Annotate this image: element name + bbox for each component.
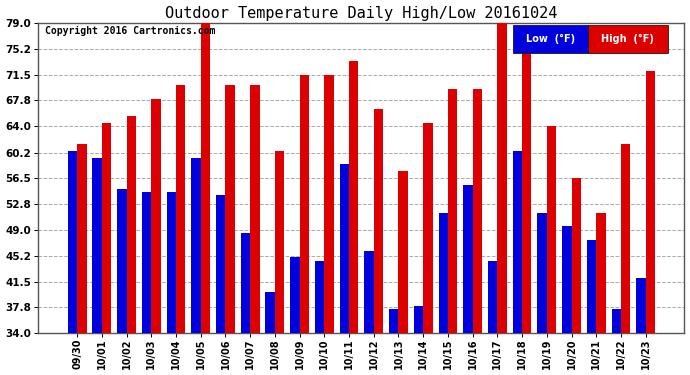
FancyBboxPatch shape	[513, 25, 587, 52]
Bar	[117, 189, 126, 333]
Bar	[473, 88, 482, 333]
Bar	[414, 306, 423, 333]
Bar	[488, 261, 497, 333]
Bar	[266, 292, 275, 333]
Bar	[324, 75, 334, 333]
Bar	[374, 109, 383, 333]
Bar	[126, 116, 136, 333]
Bar	[216, 195, 226, 333]
Bar	[389, 309, 399, 333]
Bar	[151, 99, 161, 333]
Bar	[423, 123, 433, 333]
Bar	[497, 16, 506, 333]
Bar	[596, 213, 606, 333]
Bar	[191, 158, 201, 333]
Bar	[275, 151, 284, 333]
Bar	[611, 309, 621, 333]
Bar	[636, 278, 646, 333]
Bar	[587, 240, 596, 333]
Bar	[399, 171, 408, 333]
Bar	[176, 85, 186, 333]
Text: Low  (°F): Low (°F)	[526, 34, 575, 44]
Bar	[102, 123, 111, 333]
Bar	[562, 226, 571, 333]
Bar	[522, 47, 531, 333]
Bar	[364, 251, 374, 333]
Bar	[463, 185, 473, 333]
Bar	[201, 23, 210, 333]
Bar	[621, 144, 631, 333]
Bar	[250, 85, 259, 333]
Bar	[68, 151, 77, 333]
Bar	[349, 61, 358, 333]
Bar	[546, 126, 556, 333]
Bar	[299, 75, 309, 333]
FancyBboxPatch shape	[587, 25, 669, 52]
Bar	[538, 213, 546, 333]
Bar	[166, 192, 176, 333]
Bar	[226, 85, 235, 333]
Bar	[315, 261, 324, 333]
Text: High  (°F): High (°F)	[602, 34, 654, 44]
Title: Outdoor Temperature Daily High/Low 20161024: Outdoor Temperature Daily High/Low 20161…	[165, 6, 558, 21]
Bar	[142, 192, 151, 333]
Bar	[646, 71, 655, 333]
Bar	[448, 88, 457, 333]
Bar	[77, 144, 86, 333]
Bar	[339, 164, 349, 333]
Text: Copyright 2016 Cartronics.com: Copyright 2016 Cartronics.com	[45, 26, 215, 36]
Bar	[571, 178, 581, 333]
Bar	[513, 151, 522, 333]
Bar	[290, 258, 299, 333]
Bar	[92, 158, 102, 333]
Bar	[241, 233, 250, 333]
Bar	[439, 213, 448, 333]
